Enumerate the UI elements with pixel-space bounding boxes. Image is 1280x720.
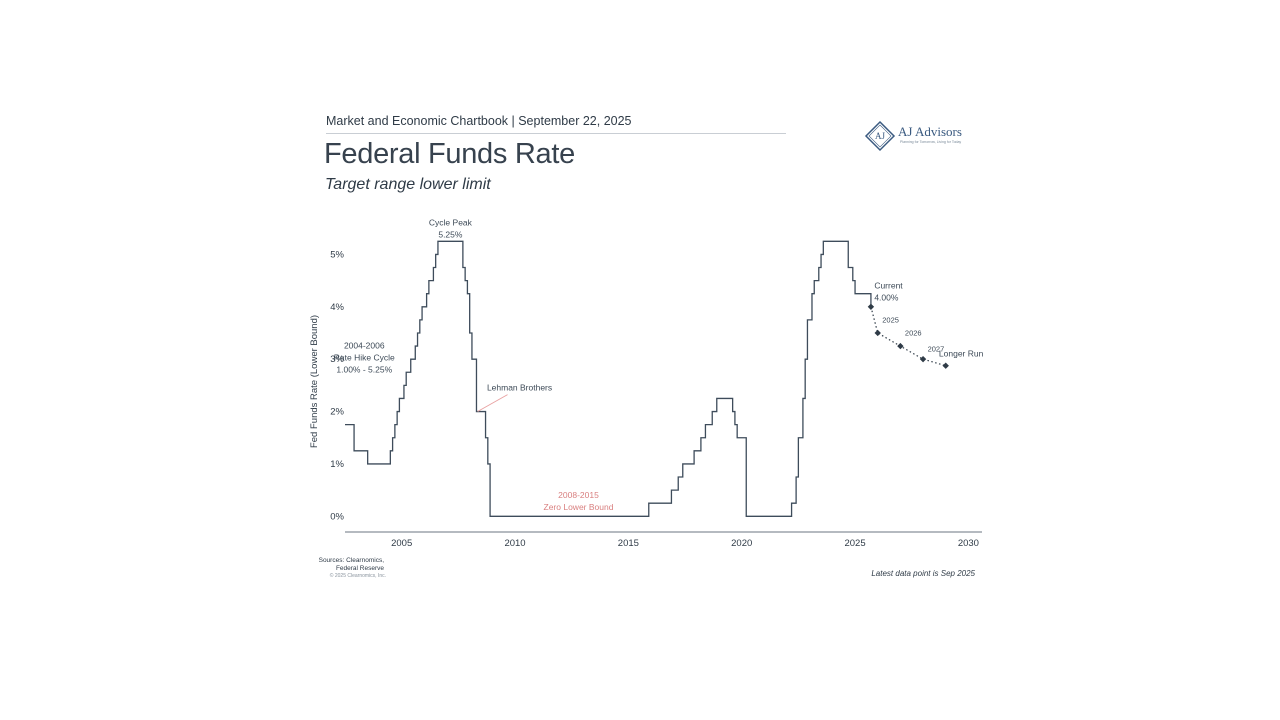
sources-line-1: Sources: Clearnomics,: [318, 557, 384, 564]
y-tick-label: 5%: [330, 249, 344, 260]
y-tick-label: 4%: [330, 302, 344, 313]
projection-marker: [942, 362, 949, 369]
annotation-proj-2025-line-1: 2025: [882, 316, 899, 325]
annotation-current-line-2: 4.00%: [874, 292, 899, 302]
sources-line-2: Federal Reserve: [335, 565, 384, 572]
x-tick-label: 2005: [391, 538, 412, 549]
annotation-proj-2027-line-1: 2027: [928, 344, 945, 353]
logo-name: AJ Advisors: [898, 124, 962, 139]
x-tick-label: 2010: [504, 538, 525, 549]
y-tick-label: 3%: [330, 354, 344, 365]
annotation-zero-lower-bound-line-1: 2008-2015: [558, 490, 599, 500]
logo-diamond-icon: AJ: [864, 120, 896, 152]
header-divider: [326, 133, 786, 134]
x-tick-label: 2030: [958, 538, 979, 549]
annotation-lehman-brothers-line-1: Lehman Brothers: [487, 383, 552, 393]
x-tick-label: 2015: [618, 538, 639, 549]
annotation-current-line-1: Current: [874, 280, 903, 290]
x-tick-label: 2025: [844, 538, 865, 549]
latest-data-note: Latest data point is Sep 2025: [871, 569, 975, 578]
annotation-rate-hike-cycle-line-2: Rate Hike Cycle: [334, 353, 395, 363]
rate-step-line: [345, 240, 873, 517]
annotation-rate-hike-cycle-line-3: 1.00% - 5.25%: [336, 365, 392, 375]
annotation-rate-hike-cycle-line-1: 2004-2006: [344, 341, 385, 351]
chart-subtitle: Target range lower limit: [325, 176, 491, 193]
sources-note: Sources: Clearnomics, Federal Reserve: [300, 557, 384, 573]
y-tick-label: 0%: [330, 511, 344, 522]
annotation-longer-run-line-1: Longer Run: [939, 349, 984, 359]
chartbook-header: Market and Economic Chartbook | Septembe…: [326, 114, 632, 128]
y-tick-label: 2%: [330, 407, 344, 418]
annotation-cycle-peak-line-2: 5.25%: [438, 230, 463, 240]
annotation-proj-2026-line-1: 2026: [905, 329, 922, 338]
x-tick-label: 2020: [731, 538, 752, 549]
logo-tagline: Planning for Tomorrow, Living for Today: [900, 140, 962, 144]
projection-marker: [874, 329, 881, 337]
chart-title: Federal Funds Rate: [324, 138, 575, 170]
projection-marker: [897, 342, 904, 350]
projection-marker: [919, 355, 927, 363]
company-logo: AJ AJ Advisors Planning for Tomorrow, Li…: [864, 120, 974, 152]
annotation-zero-lower-bound-line-2: Zero Lower Bound: [544, 502, 614, 512]
lehman-pointer-line: [477, 394, 508, 412]
y-tick-label: 1%: [330, 459, 344, 470]
copyright-note: © 2025 Clearnomics, Inc.: [329, 573, 386, 579]
projection-marker: [867, 303, 875, 310]
annotation-cycle-peak-line-1: Cycle Peak: [429, 218, 473, 228]
y-axis-label: Fed Funds Rate (Lower Bound): [309, 315, 320, 448]
logo-monogram: AJ: [875, 131, 885, 141]
